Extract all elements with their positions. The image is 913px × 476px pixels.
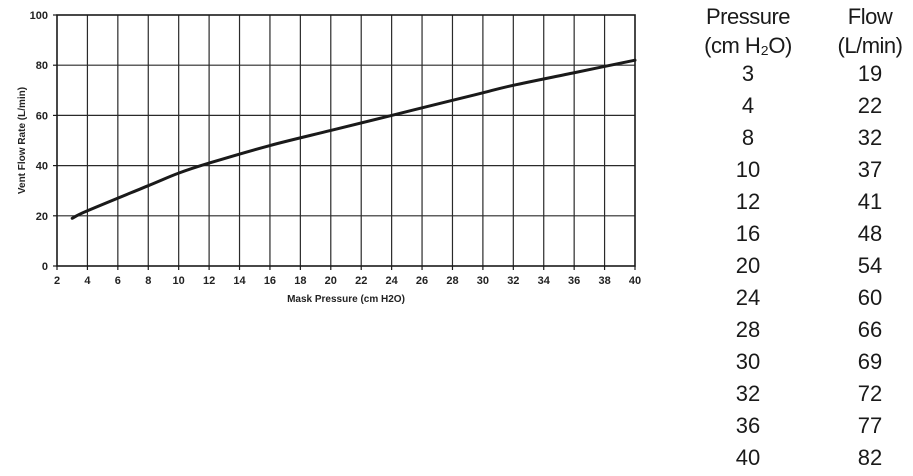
table-row: 40 82 — [690, 444, 913, 476]
table-row: 4 22 — [690, 92, 913, 124]
x-tick-label: 22 — [355, 275, 367, 287]
pressure-cell: 36 — [735, 413, 761, 438]
chart-grid — [57, 15, 635, 266]
x-tick-label: 34 — [538, 275, 551, 287]
table-row: 20 54 — [690, 252, 913, 284]
x-tick-label: 28 — [446, 275, 458, 287]
flow-curve — [70, 58, 637, 220]
x-tick-label: 32 — [507, 275, 519, 287]
y-tick-label: 20 — [36, 211, 48, 223]
plot-border — [56, 14, 636, 267]
x-tick-label: 36 — [568, 275, 580, 287]
table-row: 32 72 — [690, 380, 913, 412]
pressure-cell: 40 — [735, 445, 761, 470]
x-tick-label: 18 — [294, 275, 306, 287]
x-tick-label: 2 — [54, 275, 60, 287]
flow-cell: 77 — [857, 413, 883, 438]
y-tick-label: 60 — [36, 110, 48, 122]
flow-cell: 37 — [857, 157, 883, 182]
flow-column-header: Flow (L/min) — [815, 2, 913, 60]
flow-cell: 60 — [857, 285, 883, 310]
x-tick-label: 40 — [629, 275, 641, 287]
flow-cell: 22 — [857, 93, 883, 118]
y-tick-label: 40 — [36, 161, 48, 173]
pressure-cell: 10 — [735, 157, 761, 182]
pressure-cell: 32 — [735, 381, 761, 406]
x-tick-label: 38 — [598, 275, 610, 287]
chart-series — [70, 58, 637, 220]
flow-cell: 54 — [857, 253, 883, 278]
flow-cell: 19 — [857, 61, 883, 86]
table-row: 3 19 — [690, 60, 913, 92]
table-row: 30 69 — [690, 348, 913, 380]
pressure-cell: 4 — [741, 93, 755, 118]
flow-header-line2: (L/min) — [837, 33, 903, 58]
vent-flow-chart: 2 4 6 8 10 12 14 16 18 20 22 24 26 28 30 32 34 36 38 40 020… — [17, 10, 641, 305]
x-tick-label: 16 — [264, 275, 276, 287]
pressure-cell: 24 — [735, 285, 761, 310]
pressure-cell: 16 — [735, 221, 761, 246]
y-axis-title: Vent Flow Rate (L/min) — [17, 87, 28, 194]
pressure-cell: 8 — [741, 125, 755, 150]
x-tick-label: 6 — [115, 275, 121, 287]
x-tick-label: 26 — [416, 275, 428, 287]
x-axis-ticks: 2 4 6 8 10 12 14 16 18 20 22 24 26 28 30 32 34 36 38 40 — [54, 266, 641, 287]
table-body: 3 19 4 22 8 32 10 37 12 41 16 48 20 54 24 60 28 6… — [690, 60, 913, 476]
y-tick-label: 80 — [36, 60, 48, 72]
x-tick-label: 12 — [203, 275, 215, 287]
flow-cell: 48 — [857, 221, 883, 246]
x-tick-label: 10 — [173, 275, 185, 287]
table-row: 36 77 — [690, 412, 913, 444]
flow-cell: 69 — [857, 349, 883, 374]
chart-frame — [56, 14, 636, 267]
flow-cell: 41 — [857, 189, 883, 214]
flow-header-line1: Flow — [847, 4, 893, 29]
x-axis-title: Mask Pressure (cm H2O) — [287, 294, 405, 305]
y-tick-label: 0 — [42, 261, 48, 273]
pressure-cell: 30 — [735, 349, 761, 374]
pressure-cell: 12 — [735, 189, 761, 214]
table-row: 24 60 — [690, 284, 913, 316]
x-tick-label: 20 — [325, 275, 337, 287]
pressure-cell: 28 — [735, 317, 761, 342]
table-row: 8 32 — [690, 124, 913, 156]
x-tick-label: 4 — [84, 275, 91, 287]
pressure-cell: 20 — [735, 253, 761, 278]
flow-cell: 72 — [857, 381, 883, 406]
x-tick-label: 14 — [233, 275, 246, 287]
flow-cell: 66 — [857, 317, 883, 342]
pressure-header-line2: (cm H₂O) — [704, 33, 792, 58]
table-row: 10 37 — [690, 156, 913, 188]
pressure-column-header: Pressure (cm H₂O) — [693, 2, 803, 60]
y-axis-ticks: 0 20 40 60 80 100 — [30, 10, 57, 273]
flow-cell: 82 — [857, 445, 883, 470]
table-row: 28 66 — [690, 316, 913, 348]
table-row: 16 48 — [690, 220, 913, 252]
y-tick-label: 100 — [30, 10, 48, 22]
x-tick-label: 24 — [386, 275, 399, 287]
table-row: 12 41 — [690, 188, 913, 220]
pressure-flow-table: Pressure (cm H₂O) Flow (L/min) 3 19 4 22 8… — [690, 0, 913, 472]
pressure-header-line1: Pressure — [705, 4, 791, 29]
x-tick-label: 30 — [477, 275, 489, 287]
flow-cell: 32 — [857, 125, 883, 150]
pressure-cell: 3 — [741, 61, 755, 86]
x-tick-label: 8 — [145, 275, 151, 287]
